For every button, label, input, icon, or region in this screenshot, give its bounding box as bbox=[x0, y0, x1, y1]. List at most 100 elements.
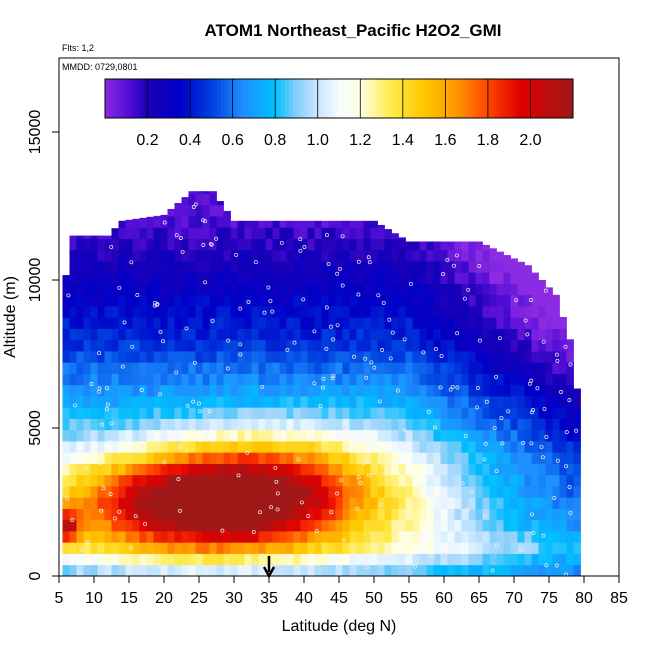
heatmap-cell bbox=[503, 384, 511, 397]
heatmap-cell bbox=[552, 328, 560, 341]
heatmap-cell bbox=[216, 294, 224, 307]
heatmap-cell bbox=[244, 272, 252, 284]
sample-point bbox=[109, 244, 114, 249]
heatmap-cell bbox=[132, 452, 140, 464]
heatmap-cell bbox=[174, 553, 182, 566]
heatmap-cell bbox=[223, 396, 231, 408]
heatmap-cell bbox=[279, 220, 287, 228]
heatmap-cell bbox=[244, 418, 252, 431]
heatmap-cell bbox=[153, 531, 161, 543]
heatmap-cell bbox=[90, 317, 98, 329]
heatmap-cell bbox=[181, 531, 189, 543]
sample-point bbox=[191, 399, 196, 404]
heatmap-cell bbox=[426, 564, 434, 577]
heatmap-cell bbox=[335, 531, 343, 543]
sample-point bbox=[214, 236, 219, 241]
heatmap-cell bbox=[237, 486, 245, 498]
heatmap-cell bbox=[195, 373, 203, 386]
sample-point bbox=[174, 370, 179, 375]
heatmap-cell bbox=[279, 497, 287, 509]
heatmap-cell bbox=[251, 497, 259, 509]
heatmap-cell bbox=[237, 238, 245, 251]
heatmap-cell bbox=[237, 519, 245, 532]
heatmap-cell bbox=[454, 519, 462, 532]
heatmap-cell bbox=[552, 508, 560, 521]
heatmap-cell bbox=[363, 339, 371, 352]
heatmap-cell bbox=[230, 227, 238, 239]
sample-point bbox=[521, 440, 526, 445]
heatmap-cell bbox=[489, 248, 497, 251]
heatmap-cell bbox=[314, 384, 322, 397]
heatmap-cell bbox=[167, 553, 175, 566]
heatmap-cell bbox=[517, 351, 525, 363]
heatmap-cell bbox=[545, 542, 553, 554]
heatmap-cell bbox=[188, 474, 196, 487]
heatmap-cell bbox=[433, 564, 441, 577]
heatmap-cell bbox=[104, 294, 112, 307]
heatmap-cell bbox=[328, 317, 336, 329]
heatmap-cell bbox=[90, 553, 98, 566]
heatmap-cell bbox=[335, 351, 343, 363]
heatmap-cell bbox=[300, 396, 308, 408]
heatmap-cell bbox=[244, 396, 252, 408]
heatmap-cell bbox=[258, 294, 266, 307]
heatmap-cell bbox=[363, 497, 371, 509]
heatmap-cell bbox=[573, 396, 581, 408]
heatmap-cell bbox=[426, 553, 434, 566]
heatmap-cell bbox=[125, 306, 133, 318]
heatmap-cell bbox=[132, 362, 140, 374]
heatmap-cell bbox=[391, 249, 399, 262]
heatmap-cell bbox=[132, 463, 140, 476]
heatmap-cell bbox=[258, 564, 266, 577]
heatmap-cell bbox=[202, 191, 210, 194]
heatmap-cell bbox=[237, 418, 245, 431]
heatmap-cell bbox=[167, 452, 175, 464]
heatmap-cell bbox=[104, 272, 112, 284]
heatmap-cell bbox=[363, 249, 371, 262]
sample-point bbox=[298, 248, 303, 253]
colorbar-swatch bbox=[113, 79, 118, 118]
heatmap-cell bbox=[69, 384, 77, 397]
heatmap-cell bbox=[195, 497, 203, 509]
heatmap-cell bbox=[258, 249, 266, 262]
heatmap-cell bbox=[475, 241, 483, 251]
heatmap-cell bbox=[195, 283, 203, 296]
heatmap-cell bbox=[524, 508, 532, 521]
heatmap-cell bbox=[174, 542, 182, 554]
heatmap-cell bbox=[496, 407, 504, 419]
heatmap-cell bbox=[104, 508, 112, 521]
heatmap-cell bbox=[125, 564, 133, 577]
heatmap-cell bbox=[160, 272, 168, 284]
heatmap-cell bbox=[104, 384, 112, 397]
heatmap-cell bbox=[272, 452, 280, 464]
heatmap-cell bbox=[328, 531, 336, 543]
heatmap-cell bbox=[419, 508, 427, 521]
heatmap-cell bbox=[468, 373, 476, 386]
x-tick-label: 25 bbox=[190, 590, 208, 607]
heatmap-cell bbox=[398, 283, 406, 296]
heatmap-cell bbox=[118, 564, 126, 577]
heatmap-cell bbox=[97, 306, 105, 318]
heatmap-cell bbox=[573, 486, 581, 498]
heatmap-cell bbox=[517, 429, 525, 442]
sample-point bbox=[387, 457, 392, 462]
colorbar-swatch bbox=[117, 79, 122, 118]
heatmap-cell bbox=[405, 261, 413, 273]
heatmap-cell bbox=[419, 283, 427, 296]
heatmap-cell bbox=[251, 294, 259, 307]
heatmap-cell bbox=[83, 564, 91, 577]
heatmap-cell bbox=[391, 497, 399, 509]
heatmap-cell bbox=[153, 227, 161, 239]
sample-point bbox=[104, 386, 109, 391]
heatmap-cell bbox=[97, 351, 105, 363]
heatmap-cell bbox=[265, 384, 273, 397]
heatmap-cell bbox=[251, 418, 259, 431]
heatmap-cell bbox=[97, 553, 105, 566]
heatmap-cell bbox=[195, 542, 203, 554]
heatmap-cell bbox=[62, 328, 70, 341]
heatmap-cell bbox=[517, 384, 525, 397]
heatmap-cell bbox=[258, 261, 266, 273]
heatmap-cell bbox=[482, 339, 490, 352]
heatmap-cell bbox=[286, 373, 294, 386]
sample-point bbox=[235, 426, 240, 431]
